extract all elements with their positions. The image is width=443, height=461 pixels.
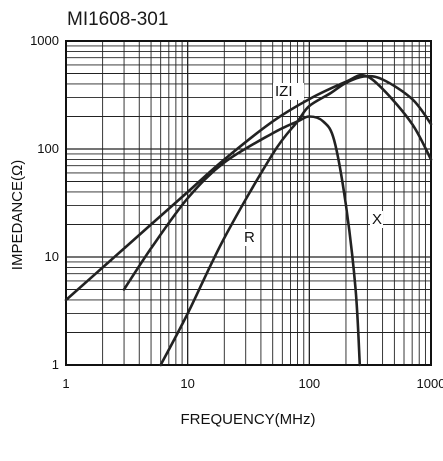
grid-lines xyxy=(65,40,432,366)
series-line-izi xyxy=(64,73,433,302)
plot-frame xyxy=(65,40,432,366)
x-tick-label: 1 xyxy=(62,376,69,391)
series-label-background xyxy=(242,229,255,246)
x-tick-labels: 1 10 100 1000 xyxy=(62,376,443,391)
series-label-r: R xyxy=(244,229,255,246)
series-line-r xyxy=(159,74,433,367)
series-label-background xyxy=(370,211,383,228)
y-tick-label: 10 xyxy=(45,249,59,264)
series-label-izi: IZI xyxy=(275,83,293,100)
chart-title: MI1608-301 xyxy=(67,9,168,30)
y-tick-labels: 1 10 100 1000 xyxy=(30,33,59,372)
y-tick-label: 1000 xyxy=(30,33,59,48)
x-tick-label: 10 xyxy=(180,376,194,391)
y-tick-label: 1 xyxy=(52,357,59,372)
series-line-x xyxy=(122,115,362,367)
y-axis-label: IMPEDANCE(Ω) xyxy=(9,160,26,270)
series-label-background xyxy=(273,83,304,100)
x-tick-label: 100 xyxy=(298,376,320,391)
x-tick-label: 1000 xyxy=(417,376,443,391)
curve-group: IZI R X xyxy=(64,73,433,367)
y-tick-label: 100 xyxy=(37,141,59,156)
series-label-x: X xyxy=(372,211,382,228)
x-axis-label: FREQUENCY(MHz) xyxy=(181,411,316,428)
